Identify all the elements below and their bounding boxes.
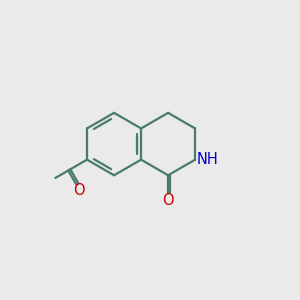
- Text: O: O: [73, 184, 84, 199]
- Text: O: O: [162, 193, 174, 208]
- Text: NH: NH: [196, 152, 218, 167]
